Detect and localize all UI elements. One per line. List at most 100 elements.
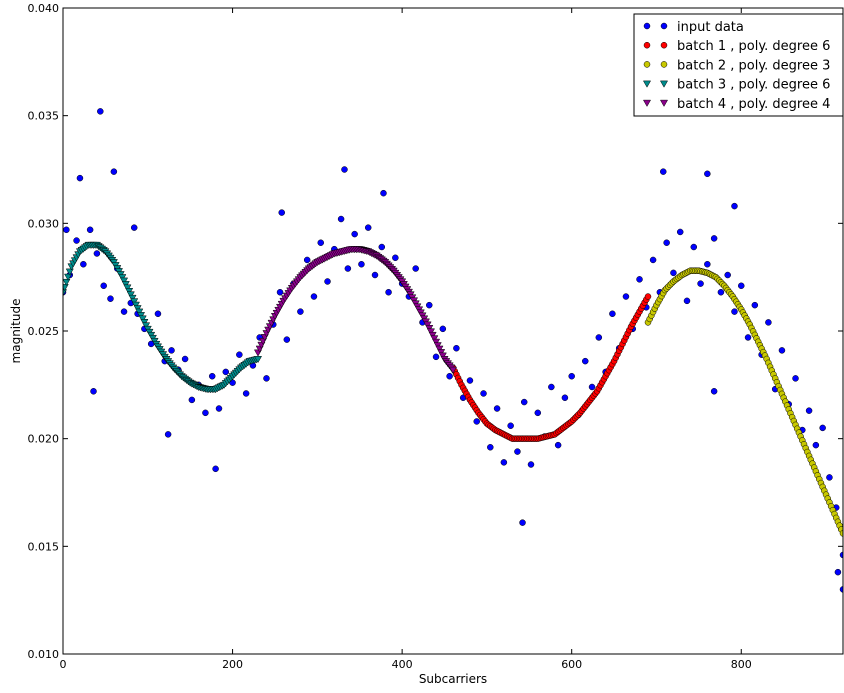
data-point: [500, 459, 508, 466]
data-point: [704, 170, 711, 178]
data-point: [839, 551, 843, 559]
data-point: [263, 375, 270, 382]
data-point: [805, 407, 813, 414]
x-tick-label: 400: [392, 658, 413, 671]
data-point: [283, 336, 291, 343]
data-point: [212, 465, 219, 473]
data-point: [839, 586, 843, 593]
data-point: [507, 422, 514, 429]
series-1: [63, 108, 843, 593]
data-point: [514, 448, 521, 455]
data-point: [487, 444, 494, 451]
data-point: [364, 224, 372, 231]
data-point: [724, 271, 731, 279]
x-tick-label: 800: [731, 658, 752, 671]
data-point: [660, 168, 667, 175]
fit-point: [120, 277, 129, 285]
fit-point: [438, 352, 447, 360]
y-tick-label: 0.010: [28, 648, 60, 661]
fit-point: [428, 331, 437, 339]
data-point: [317, 239, 324, 246]
data-point: [188, 396, 196, 404]
data-point: [738, 282, 745, 290]
fit-point: [126, 291, 135, 299]
fit-point: [138, 315, 147, 323]
data-point: [493, 405, 501, 412]
data-point: [636, 276, 643, 283]
data-point: [609, 310, 616, 318]
y-tick-label: 0.025: [28, 325, 60, 338]
legend-marker: [659, 80, 669, 88]
legend-marker: [642, 80, 652, 88]
x-tick-label: 600: [561, 658, 582, 671]
legend-marker: [643, 22, 651, 30]
axis-ticks-layer: 0 200 400 600 800 0.010 0.015 0.020 0.025 0.030 0.…: [28, 2, 843, 671]
legend: input data batch 1 , poly. degree 6 batch …: [633, 13, 844, 117]
data-point: [378, 243, 386, 251]
fit-point: [63, 289, 68, 297]
data-point: [208, 372, 216, 380]
data-point: [834, 568, 842, 576]
fit-point: [135, 308, 144, 316]
data-point: [107, 295, 114, 302]
data-point: [276, 288, 284, 296]
fit-point: [432, 338, 441, 346]
data-point: [731, 308, 738, 315]
data-point: [110, 168, 118, 175]
data-point: [453, 344, 460, 352]
data-point: [392, 254, 399, 262]
fit-point: [435, 345, 444, 353]
data-point: [548, 383, 555, 391]
data-point: [663, 239, 670, 246]
data-point: [310, 293, 318, 300]
fit-point: [64, 273, 73, 281]
data-point: [812, 441, 820, 449]
data-point: [649, 256, 657, 264]
fit-point: [430, 335, 439, 343]
data-point: [130, 224, 138, 231]
legend-marker: [660, 61, 668, 68]
fit-point: [133, 305, 142, 313]
data-point: [380, 189, 387, 197]
legend-label: batch 3 , poly. degree 6: [677, 78, 830, 93]
data-point: [97, 108, 104, 115]
data-point: [710, 235, 718, 242]
data-point: [76, 174, 84, 182]
data-point: [568, 372, 575, 380]
x-axis-label: Subcarriers: [419, 672, 487, 686]
fit-point: [437, 349, 446, 357]
data-point: [704, 260, 711, 268]
data-point: [527, 461, 535, 468]
data-point: [520, 398, 528, 406]
y-tick-label: 0.015: [28, 540, 60, 553]
data-point: [222, 368, 230, 376]
series-4: [63, 241, 263, 394]
fit-point: [63, 284, 69, 292]
data-point: [690, 243, 698, 251]
data-point: [588, 383, 596, 391]
legend-marker: [660, 22, 668, 30]
x-tick-label: 200: [222, 658, 243, 671]
legend-marker: [643, 61, 651, 68]
data-point: [554, 441, 562, 449]
fit-point: [140, 319, 149, 327]
legend-entry: batch 4 , poly. degree 4: [642, 97, 830, 112]
fit-point: [448, 366, 458, 374]
legend-label: batch 2 , poly. degree 3: [677, 58, 830, 73]
legend-marker: [659, 99, 669, 107]
data-point: [297, 308, 304, 315]
legend-label: input data: [677, 20, 744, 35]
legend-marker: [643, 41, 651, 49]
data-point: [717, 288, 725, 296]
data-point: [181, 355, 189, 363]
data-point: [731, 202, 738, 210]
data-point: [670, 269, 677, 277]
data-point: [242, 390, 250, 397]
fit-point: [425, 325, 434, 333]
fit-point: [65, 268, 74, 276]
y-tick-label: 0.035: [28, 110, 60, 123]
data-point: [710, 388, 718, 395]
fit-point: [121, 281, 130, 289]
